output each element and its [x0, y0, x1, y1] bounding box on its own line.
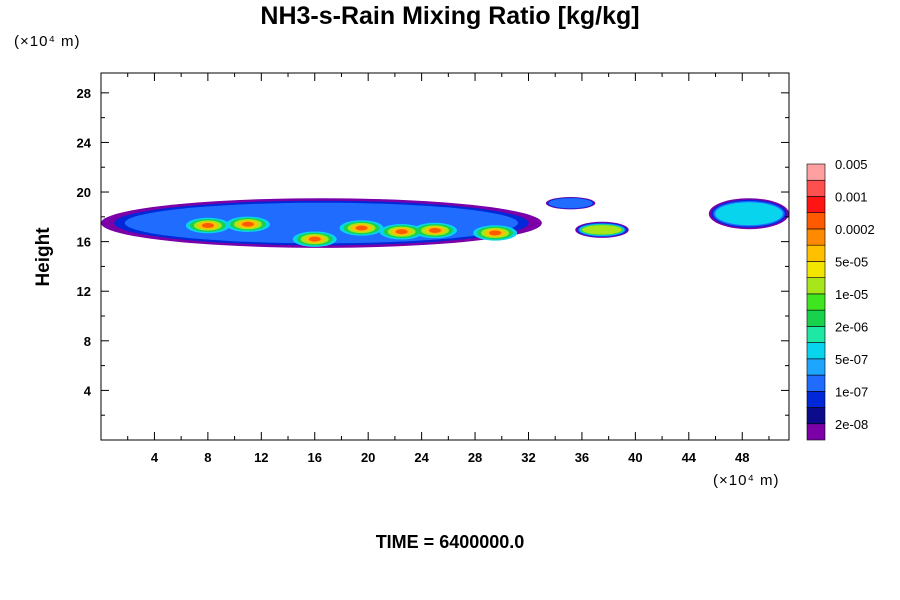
x-tick-label: 40 — [628, 450, 642, 465]
colorbar-swatch — [806, 407, 826, 425]
cloud-core — [355, 225, 368, 231]
cloud-contour — [715, 202, 783, 226]
colorbar-label: 0.001 — [835, 189, 868, 204]
colorbar-swatch — [806, 293, 826, 311]
colorbar-swatch — [806, 390, 826, 408]
cloud-field — [101, 196, 789, 248]
y-tick-label: 24 — [77, 135, 92, 150]
cloud-core — [489, 230, 502, 236]
y-tick-label: 12 — [77, 284, 91, 299]
colorbar-swatch — [806, 179, 826, 197]
chart-title: NH3-s-Rain Mixing Ratio [kg/kg] — [260, 2, 640, 30]
colorbar-swatch — [806, 342, 826, 360]
colorbar-swatch — [806, 244, 826, 262]
colorbar-swatch — [806, 261, 826, 278]
x-tick-label: 24 — [414, 450, 429, 465]
x-tick-label: 12 — [254, 450, 268, 465]
cloud-core — [201, 223, 214, 229]
colorbar-swatch — [806, 309, 826, 327]
plot-frame — [100, 72, 790, 441]
colorbar-label: 1e-07 — [835, 384, 868, 399]
colorbar-label: 0.005 — [835, 157, 868, 172]
cloud-region — [545, 196, 596, 210]
x-tick-label: 48 — [735, 450, 749, 465]
colorbar-swatch — [806, 212, 826, 230]
colorbar-label: 2e-08 — [835, 417, 868, 432]
colorbar-label: 1e-05 — [835, 287, 868, 302]
y-tick-label: 20 — [77, 185, 91, 200]
colorbar-swatch — [806, 358, 826, 376]
time-value: 6400000.0 — [439, 532, 525, 552]
x-tick-label: 4 — [151, 450, 159, 465]
x-tick-label: 32 — [521, 450, 535, 465]
cloud-contour — [548, 198, 593, 209]
x-tick-label: 8 — [204, 450, 211, 465]
x-tick-label: 36 — [575, 450, 589, 465]
y-tick-label: 28 — [77, 86, 91, 101]
cloud-core — [428, 227, 441, 233]
cloud-region — [101, 198, 542, 248]
x-axis-unit: (×10⁴ m) — [713, 472, 780, 489]
colorbar-label: 5e-07 — [835, 352, 868, 367]
cloud-core — [395, 229, 408, 235]
colorbar-swatch — [806, 228, 826, 246]
colorbar-swatch — [806, 277, 826, 295]
colorbar-label: 2e-06 — [835, 319, 868, 334]
cloud-region — [575, 221, 629, 238]
cloud-core — [241, 221, 254, 227]
time-label: TIME = — [375, 532, 435, 552]
x-tick-label: 20 — [361, 450, 375, 465]
cloud-core — [308, 236, 321, 242]
x-tick-label: 16 — [308, 450, 322, 465]
y-tick-label: 16 — [77, 235, 91, 250]
colorbar-swatch — [806, 196, 826, 214]
x-tick-label: 28 — [468, 450, 482, 465]
colorbar-label: 5e-05 — [835, 254, 868, 269]
colorbar-swatch — [806, 374, 826, 392]
y-tick-label: 4 — [84, 383, 92, 398]
cloud-contour — [581, 225, 622, 235]
colorbar-swatch — [806, 163, 826, 181]
colorbar-label: 0.0002 — [835, 222, 875, 237]
time-readout: TIME = 6400000.0 — [0, 532, 900, 553]
x-tick-label: 44 — [682, 450, 697, 465]
cloud-region — [708, 198, 789, 230]
y-axis-label: Height — [33, 227, 54, 287]
colorbar: 2e-08 1e-07 5e-07 2e-06 1e-05 5e-05 0.0002 0.00… — [806, 157, 875, 441]
colorbar-swatch — [806, 326, 826, 343]
colorbar-swatch — [806, 423, 826, 441]
y-tick-label: 8 — [84, 334, 91, 349]
y-axis-unit: (×10⁴ m) — [14, 33, 81, 50]
